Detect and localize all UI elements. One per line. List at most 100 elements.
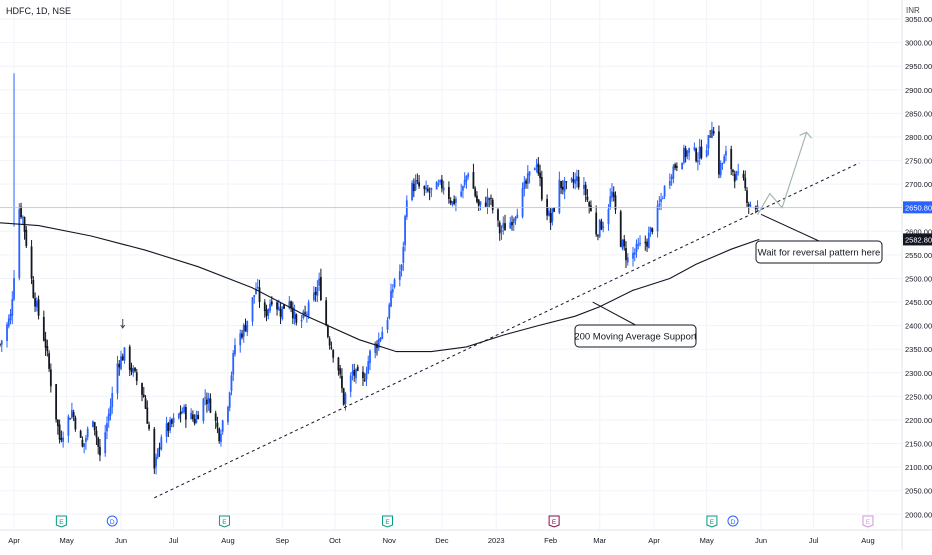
y-tick-label: 2200.00	[905, 416, 932, 425]
candle-body	[563, 181, 566, 192]
event-marker-letter: E	[59, 519, 64, 526]
candle-body	[109, 406, 112, 416]
candle-body	[132, 368, 135, 374]
annotation-box[interactable]	[755, 240, 883, 264]
earnings-marker[interactable]	[382, 515, 394, 528]
y-tick-label: 2450.00	[905, 298, 932, 307]
y-tick-label: 2950.00	[905, 62, 932, 71]
candle-body	[670, 176, 673, 180]
candle-body	[516, 214, 519, 219]
candle-body	[362, 371, 364, 379]
candle-body	[553, 208, 556, 212]
candle-body	[314, 291, 317, 295]
candle-body	[234, 344, 236, 355]
event-marker-letter: E	[222, 519, 227, 526]
x-tick-label: Jun	[115, 536, 127, 545]
candle-body	[447, 187, 450, 200]
candle-body	[411, 182, 413, 200]
candle-body	[253, 294, 256, 298]
y-tick-label: 2400.00	[905, 322, 932, 331]
candle-body	[72, 412, 75, 417]
candle-body	[388, 304, 391, 319]
candle-body	[207, 397, 210, 404]
x-tick-label: Mar	[593, 536, 606, 545]
candle-body	[85, 437, 87, 442]
y-tick-label: 2000.00	[905, 510, 932, 519]
candle-body	[293, 312, 296, 320]
candle-body	[423, 186, 426, 190]
candle-body	[9, 313, 12, 321]
y-tick-label: 2250.00	[905, 392, 932, 401]
candle-body	[146, 407, 149, 424]
candle-body	[295, 314, 298, 323]
candle-body	[398, 271, 401, 280]
earnings-marker[interactable]	[218, 515, 230, 528]
earnings-marker[interactable]	[548, 515, 560, 528]
candle-body	[386, 320, 389, 330]
candle-body	[514, 217, 517, 221]
x-tick-label: Oct	[329, 536, 342, 545]
candle-body	[576, 176, 578, 182]
candle-body	[460, 191, 463, 197]
candle-body	[128, 346, 131, 370]
candle-body	[13, 278, 15, 300]
candle-body	[355, 369, 357, 379]
candle-body	[300, 319, 303, 322]
candle-body	[288, 301, 291, 309]
candle-body	[104, 432, 107, 454]
candle-body	[586, 196, 589, 200]
candle-body	[649, 227, 652, 232]
earnings-marker[interactable]	[862, 515, 874, 528]
candle-body	[307, 302, 310, 317]
moving-average-line	[0, 222, 760, 353]
candle-body	[528, 171, 531, 176]
dividend-marker[interactable]	[727, 515, 739, 527]
annotation-leader	[592, 301, 636, 326]
y-axis: 2000.00 2050.00 2100.00 2150.00 2200.00 2250.…	[905, 15, 932, 519]
dividend-marker[interactable]	[106, 515, 118, 527]
candle-body	[18, 208, 21, 278]
x-tick-label: 2023	[488, 536, 505, 545]
y-tick-label: 2700.00	[905, 180, 932, 189]
candle-body	[107, 413, 110, 421]
candle-body	[325, 300, 328, 326]
candle-body	[602, 226, 605, 228]
candle-body	[412, 183, 415, 192]
candle-body	[465, 175, 468, 182]
candle-body	[647, 232, 650, 249]
candle-body	[686, 150, 689, 157]
annotation-leader	[760, 213, 820, 242]
annotation-box[interactable]	[574, 324, 697, 348]
candle-body	[93, 422, 96, 431]
candle-body	[179, 411, 182, 415]
candle-body	[21, 216, 24, 218]
candle-body	[521, 188, 524, 217]
candle-body	[367, 361, 370, 374]
earnings-marker[interactable]	[706, 515, 718, 528]
candle-body	[167, 423, 170, 431]
candle-body	[661, 197, 664, 199]
candle-body	[255, 288, 257, 295]
event-marker-letter: E	[866, 519, 871, 526]
candle-body	[256, 286, 259, 288]
candle-body	[121, 356, 124, 361]
candle-body	[639, 242, 641, 245]
candle-body	[242, 324, 245, 337]
candle-body	[549, 213, 552, 224]
candle-body	[158, 447, 161, 449]
candle-body	[707, 135, 710, 149]
x-tick-label: Dec	[435, 536, 449, 545]
candle-body	[356, 366, 359, 371]
candle-body	[523, 182, 526, 189]
annotation-text: 200 Moving Average Support	[574, 332, 697, 343]
candle-body	[258, 287, 261, 303]
last-price-label-bg	[903, 201, 932, 214]
candle-body	[467, 173, 470, 177]
earnings-marker[interactable]	[55, 515, 67, 528]
candle-body	[60, 438, 63, 441]
candle-body	[330, 347, 333, 349]
candle-body	[477, 199, 480, 206]
